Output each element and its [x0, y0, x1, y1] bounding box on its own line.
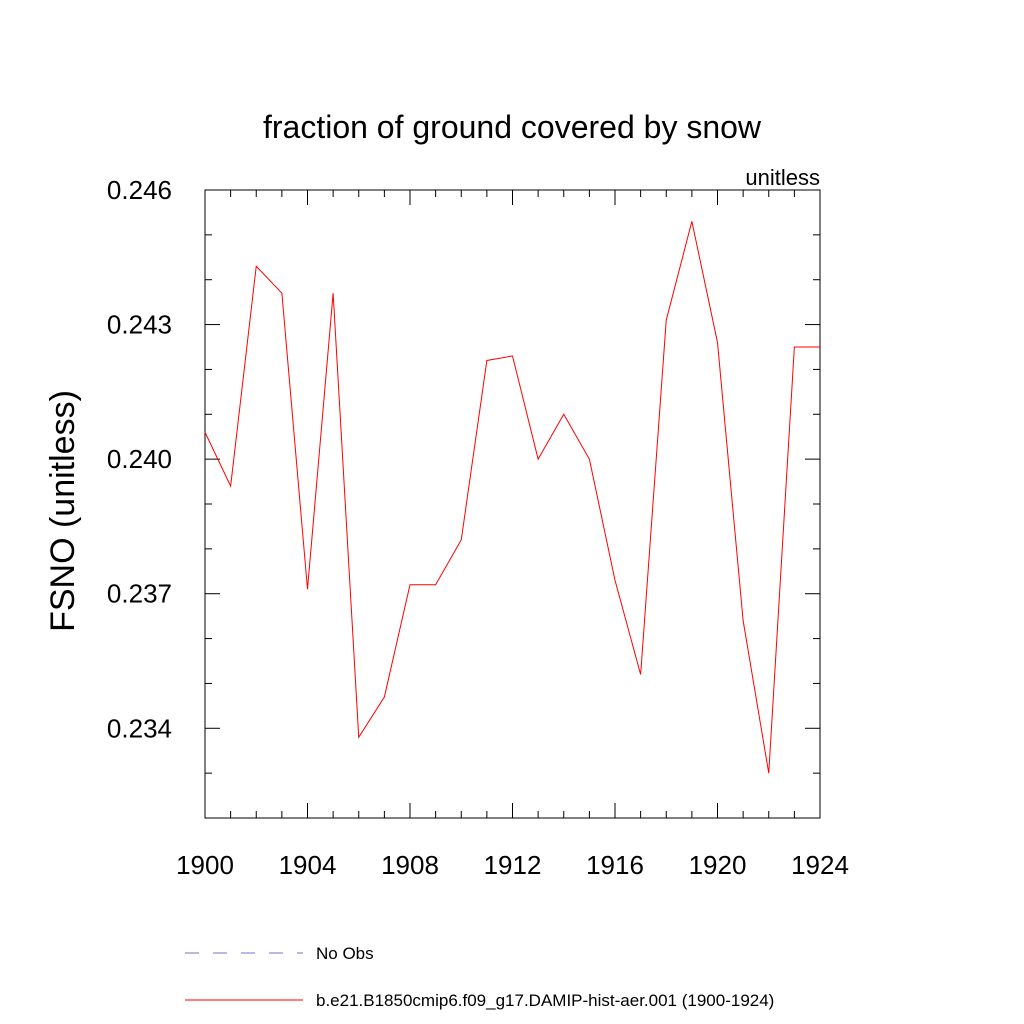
axis-ticks — [204, 189, 821, 819]
plot-frame — [204, 189, 821, 819]
series-line-0 — [204, 221, 820, 774]
x-tick-label: 1912 — [484, 850, 542, 880]
units-label: unitless — [745, 165, 820, 190]
legend-label: b.e21.B1850cmip6.f09_g17.DAMIP-hist-aer.… — [316, 991, 774, 1010]
x-tick-label: 1924 — [791, 850, 849, 880]
y-tick-label: 0.237 — [107, 579, 172, 609]
legend-label: No Obs — [316, 944, 374, 963]
series-layer — [204, 221, 821, 774]
y-axis-label: FSNO (unitless) — [44, 390, 82, 632]
chart-title: fraction of ground covered by snow — [263, 109, 762, 145]
x-tick-label: 1916 — [586, 850, 644, 880]
x-tick-label: 1904 — [279, 850, 337, 880]
legend: No Obs b.e21.B1850cmip6.f09_g17.DAMIP-his… — [185, 944, 774, 1010]
y-tick-label: 0.246 — [107, 175, 172, 205]
tick-labels: 1900 1904 1908 1912 1916 1920 1924 0.234 0.237 0.… — [107, 175, 849, 880]
y-tick-label: 0.240 — [107, 444, 172, 474]
y-tick-label: 0.234 — [107, 713, 172, 743]
x-tick-label: 1900 — [176, 850, 234, 880]
y-tick-label: 0.243 — [107, 310, 172, 340]
x-tick-label: 1920 — [689, 850, 747, 880]
x-tick-label: 1908 — [381, 850, 439, 880]
